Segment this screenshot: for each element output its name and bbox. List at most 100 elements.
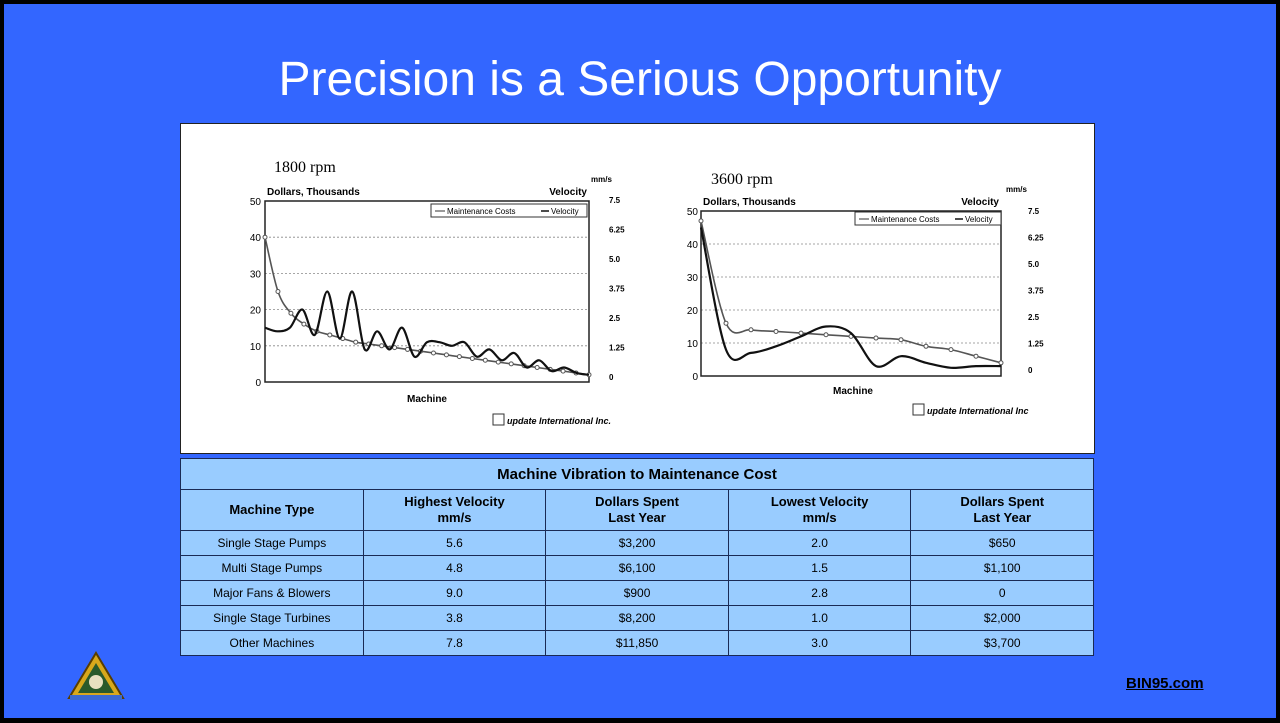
maintenance-cost-point — [353, 339, 359, 345]
series-maintenance-costs — [700, 220, 1002, 364]
chart-ylabel-right: Velocity — [961, 197, 999, 208]
table-row: Multi Stage Pumps 4.8 $6,100 1.5 $1,100 — [180, 555, 1094, 581]
cell-low-dollars: $3,700 — [910, 630, 1094, 656]
bin95-logo-icon — [67, 651, 125, 700]
cell-machine: Multi Stage Pumps — [180, 555, 364, 581]
chart-right-tick: 1.25 — [609, 344, 625, 353]
chart-right-tick: 6.25 — [1028, 234, 1044, 243]
maintenance-cost-point — [288, 310, 294, 316]
chart-left-tick: 10 — [250, 342, 262, 353]
maintenance-cost-point — [469, 355, 475, 361]
maintenance-cost-point — [873, 335, 879, 341]
maintenance-cost-point — [973, 353, 979, 359]
update-logo-icon — [492, 413, 505, 426]
cell-high-dollars: $900 — [545, 580, 729, 606]
legend-maintenance-label: Maintenance Costs — [447, 207, 515, 216]
chart-legend-box — [430, 203, 588, 218]
legend-maintenance-label: Maintenance Costs — [871, 215, 939, 224]
maintenance-cost-point — [508, 361, 514, 367]
cell-low-velocity: 1.5 — [727, 555, 912, 581]
maintenance-cost-point — [534, 365, 540, 371]
chart-legend-box — [854, 211, 1002, 226]
maintenance-cost-point — [482, 357, 488, 363]
table-row: Other Machines 7.8 $11,850 3.0 $3,700 — [180, 630, 1094, 656]
chart-left-tick: 20 — [250, 306, 262, 317]
cell-high-dollars: $8,200 — [545, 605, 729, 631]
cell-high-dollars: $11,850 — [545, 630, 729, 656]
bin95-link[interactable]: BIN95.com — [1126, 675, 1204, 692]
chart-left-tick: 40 — [687, 240, 699, 251]
charts-svg: 1800 rpm Dollars, Thousands Velocity mm/s 50… — [250, 159, 1044, 426]
chart-plot-frame — [700, 210, 1002, 377]
chart-left-tick: 40 — [250, 233, 262, 244]
chart-ylabel-right: Velocity — [549, 187, 587, 198]
update-logo-icon — [912, 403, 925, 416]
chart-right-tick: 7.5 — [1028, 207, 1040, 216]
chart-right-tick: 6.25 — [609, 226, 625, 235]
maintenance-cost-point — [456, 354, 462, 360]
chart-plot-frame — [264, 200, 590, 383]
header-highest-velocity: Highest Velocity mm/s — [362, 489, 547, 531]
chart-right-tick: 7.5 — [609, 196, 621, 205]
chart-left-tick: 0 — [255, 378, 261, 389]
header-dollars-spent-high: Dollars Spent Last Year — [545, 489, 729, 531]
chart-right-tick: 3.75 — [609, 285, 625, 294]
chart-left-tick: 0 — [692, 372, 698, 383]
chart-title: 3600 rpm — [711, 171, 773, 188]
chart-credit: update International Inc — [927, 406, 1029, 416]
cell-high-dollars: $6,100 — [545, 555, 729, 581]
maintenance-cost-point — [923, 343, 929, 349]
cell-low-velocity: 2.0 — [727, 530, 912, 556]
header-lowest-velocity: Lowest Velocity mm/s — [727, 489, 912, 531]
cell-machine: Single Stage Pumps — [180, 530, 364, 556]
cell-low-dollars: $650 — [910, 530, 1094, 556]
chart-right-tick: 5.0 — [609, 255, 621, 264]
header-dollars-spent-low: Dollars Spent Last Year — [910, 489, 1094, 531]
chart-left-tick: 10 — [687, 339, 699, 350]
maintenance-cost-point — [823, 332, 829, 338]
chart-left-tick: 30 — [687, 273, 699, 284]
legend-velocity-label: Velocity — [551, 207, 579, 216]
chart-right-tick: 1.25 — [1028, 340, 1044, 349]
header-unit: Last Year — [973, 510, 1032, 525]
header-text: Dollars Spent — [595, 494, 679, 509]
chart-panel: 1800 rpm Dollars, Thousands Velocity mm/s 50… — [180, 123, 1095, 454]
table-header-row: Machine Type Highest Velocity mm/s Dollar… — [180, 489, 1094, 531]
chart-right-tick: 3.75 — [1028, 287, 1044, 296]
cell-machine: Major Fans & Blowers — [180, 580, 364, 606]
table-caption: Machine Vibration to Maintenance Cost — [180, 458, 1094, 490]
maintenance-cost-point — [443, 352, 449, 358]
header-unit: mm/s — [802, 510, 837, 525]
slide-title: Precision is a Serious Opportunity — [278, 53, 1002, 106]
header-unit: Last Year — [608, 510, 666, 525]
cell-high-velocity: 5.6 — [362, 530, 547, 556]
cell-machine: Single Stage Turbines — [180, 605, 364, 631]
cell-high-velocity: 3.8 — [362, 605, 547, 631]
chart-left-tick: 50 — [250, 197, 262, 208]
cell-machine: Other Machines — [180, 630, 364, 656]
cell-high-velocity: 7.8 — [362, 630, 547, 656]
chart-right-tick: 0 — [609, 373, 614, 382]
chart-right-unit: mm/s — [591, 175, 612, 184]
chart-left-tick: 20 — [687, 306, 699, 317]
header-text: Highest Velocity — [404, 494, 505, 509]
header-unit: mm/s — [437, 510, 472, 525]
header-text: Dollars Spent — [960, 494, 1045, 509]
series-maintenance-costs — [264, 237, 590, 376]
series-velocity — [264, 290, 590, 376]
chart-ylabel-left: Dollars, Thousands — [267, 187, 360, 198]
vibration-table: Machine Vibration to Maintenance Cost Ma… — [180, 458, 1094, 656]
maintenance-cost-point — [301, 321, 307, 327]
cell-low-dollars: $2,000 — [910, 605, 1094, 631]
chart-left-tick: 50 — [687, 207, 699, 218]
chart-credit: update International Inc. — [507, 416, 611, 426]
cell-high-dollars: $3,200 — [545, 530, 729, 556]
header-text: Lowest Velocity — [770, 494, 869, 509]
chart-xlabel: Machine — [833, 386, 873, 397]
maintenance-cost-point — [275, 289, 281, 294]
maintenance-cost-point — [748, 327, 754, 333]
maintenance-cost-point — [379, 343, 385, 349]
chart-right-tick: 2.5 — [1028, 313, 1040, 322]
maintenance-cost-point — [948, 347, 954, 353]
cell-low-dollars: 0 — [910, 580, 1094, 606]
